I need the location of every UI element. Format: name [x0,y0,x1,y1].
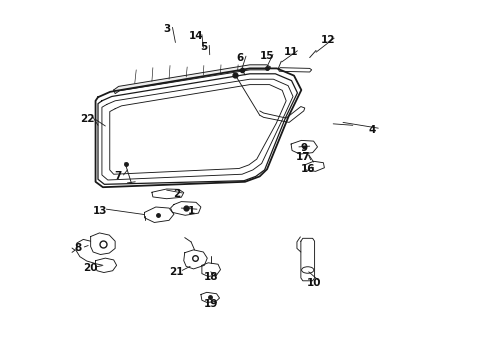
Text: 12: 12 [321,35,336,45]
Text: 15: 15 [260,51,274,61]
Text: 18: 18 [203,272,218,282]
Text: 22: 22 [80,114,95,124]
Text: 11: 11 [284,47,299,57]
Text: 2: 2 [173,189,180,199]
Polygon shape [114,65,270,94]
Text: 5: 5 [200,42,207,52]
Text: 10: 10 [306,278,321,288]
Text: 8: 8 [75,243,82,253]
Text: 16: 16 [300,164,315,174]
Text: 19: 19 [203,299,218,309]
Text: 14: 14 [189,31,203,41]
Text: 6: 6 [237,53,244,63]
Text: 17: 17 [295,152,310,162]
Text: 9: 9 [300,143,307,153]
Text: 21: 21 [169,267,184,277]
Text: 20: 20 [83,263,98,273]
Text: 13: 13 [93,206,108,216]
Text: 7: 7 [114,171,122,181]
Text: 4: 4 [368,125,376,135]
Text: 3: 3 [163,24,170,34]
Text: 1: 1 [188,206,195,216]
